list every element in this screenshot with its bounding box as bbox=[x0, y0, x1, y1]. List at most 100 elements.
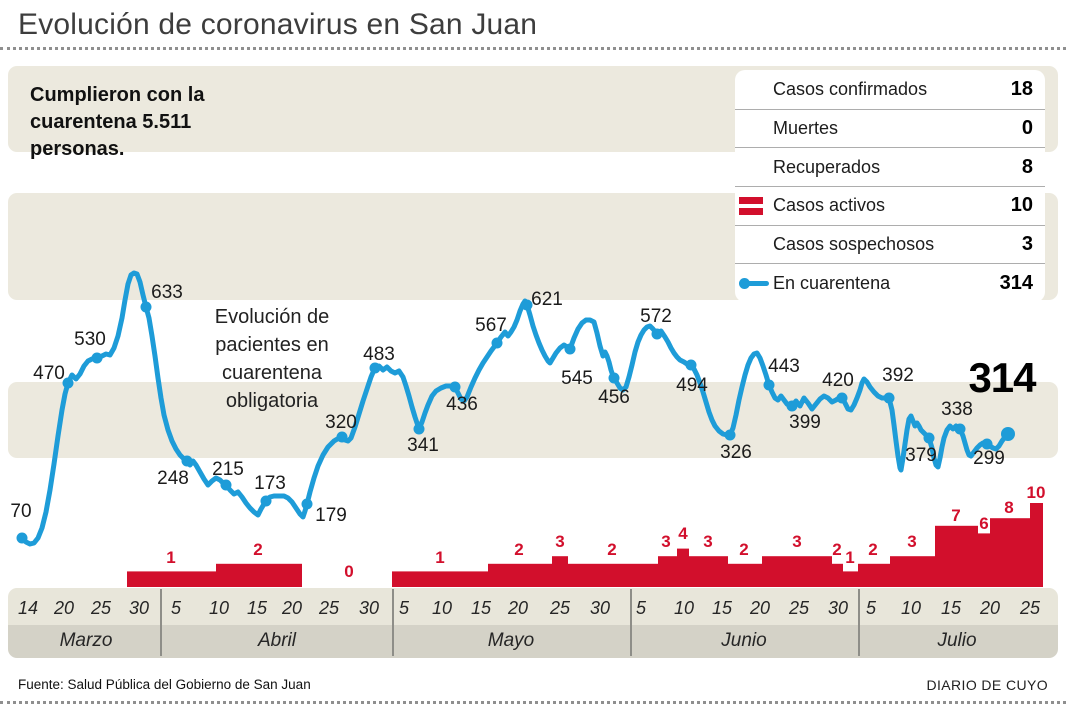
axis-month-divider bbox=[858, 589, 860, 656]
axis-day-tick: 5 bbox=[865, 598, 877, 618]
stat-label: En cuarentena bbox=[773, 272, 891, 293]
axis-day-tick: 15 bbox=[470, 598, 492, 618]
axis-month-label: Mayo bbox=[487, 630, 535, 651]
axis-day-tick: 30 bbox=[827, 598, 849, 618]
quarantine-icon bbox=[739, 277, 769, 290]
quarantine-note: Cumplieron con la cuarentena 5.511 perso… bbox=[30, 82, 204, 163]
svg-text:3: 3 bbox=[555, 532, 564, 551]
axis-day-tick: 20 bbox=[979, 598, 1001, 618]
stat-value: 314 bbox=[999, 271, 1033, 294]
svg-text:2: 2 bbox=[514, 540, 523, 559]
svg-text:530: 530 bbox=[74, 329, 106, 350]
axis-month-divider bbox=[160, 589, 162, 656]
svg-text:4: 4 bbox=[678, 524, 688, 543]
axis-day-tick: 5 bbox=[398, 598, 410, 618]
svg-text:173: 173 bbox=[254, 473, 286, 494]
chart-annotation-line: cuarentena bbox=[221, 362, 323, 384]
stat-value: 10 bbox=[1010, 194, 1033, 217]
axis-day-tick: 30 bbox=[128, 598, 150, 618]
svg-text:567: 567 bbox=[475, 315, 507, 336]
table-row: Casos activos 10 bbox=[735, 186, 1045, 225]
axis-day-tick: 25 bbox=[788, 598, 810, 618]
axis-day-tick: 5 bbox=[170, 598, 182, 618]
axis-day-tick: 20 bbox=[53, 598, 75, 618]
svg-text:572: 572 bbox=[640, 306, 672, 327]
axis-day-tick: 15 bbox=[246, 598, 268, 618]
chart-annotation-line: Evolución de bbox=[214, 306, 330, 328]
axis-day-tick: 25 bbox=[90, 598, 112, 618]
axis-month-label: Abril bbox=[257, 630, 297, 651]
svg-text:470: 470 bbox=[33, 363, 65, 384]
summary-table: Casos confirmados 18 Muertes 0 Recuperad… bbox=[735, 70, 1045, 302]
axis-day-tick: 15 bbox=[711, 598, 733, 618]
axis-day-tick: 20 bbox=[749, 598, 771, 618]
svg-text:2: 2 bbox=[607, 540, 616, 559]
svg-text:1: 1 bbox=[845, 548, 854, 567]
table-row: Casos sospechosos 3 bbox=[735, 224, 1045, 264]
stat-value: 18 bbox=[1010, 77, 1033, 100]
svg-text:3: 3 bbox=[703, 532, 712, 551]
stat-label: Muertes bbox=[773, 117, 839, 138]
svg-text:248: 248 bbox=[157, 468, 189, 489]
quarantine-note-line: personas. bbox=[30, 138, 125, 160]
axis-day-tick: 20 bbox=[507, 598, 529, 618]
svg-text:3: 3 bbox=[907, 532, 916, 551]
axis-day-tick: 30 bbox=[358, 598, 380, 618]
stat-label: Casos confirmados bbox=[773, 78, 928, 99]
svg-text:0: 0 bbox=[344, 562, 353, 581]
page-title: Evolución de coronavirus en San Juan bbox=[18, 8, 538, 41]
quarantine-note-line: Cumplieron con la bbox=[30, 84, 205, 106]
source-credit: Fuente: Salud Pública del Gobierno de Sa… bbox=[18, 677, 311, 692]
axis-day-tick: 5 bbox=[635, 598, 647, 618]
axis-month-band bbox=[8, 625, 1058, 658]
axis-day-tick: 14 bbox=[17, 598, 39, 618]
axis-day-tick: 10 bbox=[208, 598, 230, 618]
publisher-credit: DIARIO DE CUYO bbox=[926, 677, 1048, 693]
axis-month-divider bbox=[630, 589, 632, 656]
svg-text:3: 3 bbox=[661, 532, 670, 551]
axis-month-label: Marzo bbox=[59, 630, 113, 651]
axis-day-tick: 25 bbox=[549, 598, 571, 618]
table-row: En cuarentena 314 bbox=[735, 263, 1045, 302]
svg-text:3: 3 bbox=[792, 532, 801, 551]
svg-text:179: 179 bbox=[315, 505, 347, 526]
icon-cell bbox=[739, 277, 773, 290]
chart-annotation-line: pacientes en bbox=[215, 334, 329, 356]
stat-label: Casos activos bbox=[773, 195, 886, 216]
svg-text:2: 2 bbox=[832, 540, 841, 559]
svg-text:7: 7 bbox=[951, 506, 960, 525]
svg-text:70: 70 bbox=[10, 501, 31, 522]
axis-day-tick: 25 bbox=[1019, 598, 1041, 618]
stat-label: Recuperados bbox=[773, 156, 881, 177]
stat-label: Casos sospechosos bbox=[773, 233, 935, 254]
axis-day-band bbox=[8, 588, 1058, 625]
axis-day-tick: 10 bbox=[673, 598, 695, 618]
axis-day-tick: 30 bbox=[589, 598, 611, 618]
dotted-rule-bottom bbox=[0, 701, 1066, 704]
stat-value: 3 bbox=[1021, 232, 1033, 255]
table-row: Recuperados 8 bbox=[735, 147, 1045, 186]
svg-text:2: 2 bbox=[253, 540, 262, 559]
svg-text:8: 8 bbox=[1004, 498, 1013, 517]
chart-annotation-line: obligatoria bbox=[225, 390, 319, 412]
axis-day-tick: 15 bbox=[940, 598, 962, 618]
axis-month-label: Junio bbox=[721, 630, 767, 651]
active-cases-bar-series bbox=[127, 503, 1043, 587]
svg-text:483: 483 bbox=[363, 344, 395, 365]
dotted-rule-top bbox=[0, 47, 1066, 50]
quarantine-note-line: cuarentena 5.511 bbox=[30, 111, 192, 133]
axis-day-tick: 10 bbox=[900, 598, 922, 618]
current-quarantine-value: 314 bbox=[968, 354, 1036, 401]
svg-text:443: 443 bbox=[768, 356, 800, 377]
axis-month-divider bbox=[392, 589, 394, 656]
stat-value: 8 bbox=[1021, 155, 1033, 178]
svg-text:2: 2 bbox=[739, 540, 748, 559]
stat-value: 0 bbox=[1021, 116, 1033, 139]
svg-text:6: 6 bbox=[979, 514, 988, 533]
axis-month-label: Julio bbox=[937, 630, 977, 651]
svg-text:1: 1 bbox=[435, 548, 444, 567]
table-row: Casos confirmados 18 bbox=[735, 70, 1045, 109]
table-row: Muertes 0 bbox=[735, 108, 1045, 148]
